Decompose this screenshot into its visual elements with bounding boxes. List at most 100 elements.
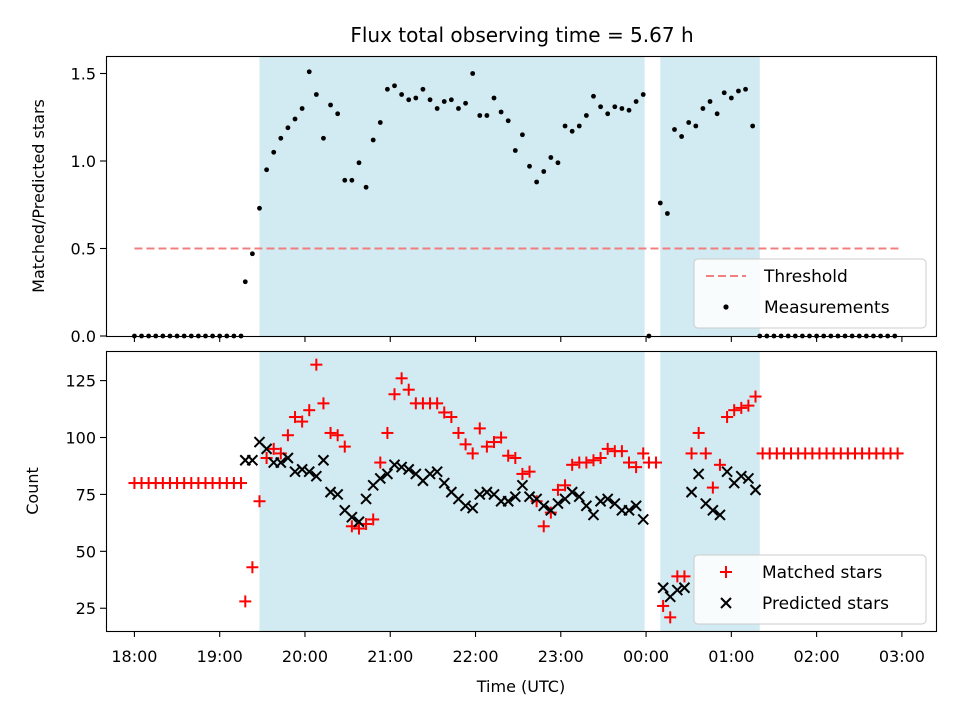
matched-star-marker xyxy=(742,399,755,412)
matched-star-marker xyxy=(685,447,698,460)
matched-star-marker xyxy=(310,358,323,371)
measurement-point xyxy=(413,95,419,101)
y-tick-label: 0.5 xyxy=(71,240,96,259)
y-tick-label: 100 xyxy=(65,429,96,448)
predicted-star-marker xyxy=(573,490,585,503)
measurement-point xyxy=(278,135,284,141)
predicted-star-marker xyxy=(516,479,529,492)
predicted-star-marker xyxy=(331,488,344,501)
predicted-star-marker xyxy=(474,488,486,501)
matched-star-marker xyxy=(445,411,458,424)
matched-star-marker xyxy=(274,447,287,460)
predicted-star-marker xyxy=(742,472,755,485)
matched-star-marker xyxy=(303,404,316,417)
measurement-point xyxy=(356,160,362,166)
shaded-interval xyxy=(259,56,645,336)
measurement-point xyxy=(491,95,497,101)
measurement-point xyxy=(399,92,405,97)
measurement-point xyxy=(456,106,461,111)
measurement-point xyxy=(470,71,476,76)
matched-star-marker xyxy=(728,404,741,417)
matched-star-marker xyxy=(235,477,248,490)
matched-star-marker xyxy=(388,388,401,401)
matched-star-marker xyxy=(345,520,358,533)
y-tick-label: 75 xyxy=(76,485,96,504)
matched-star-marker xyxy=(317,397,330,410)
measurement-point xyxy=(484,113,490,118)
matched-star-marker xyxy=(523,465,536,478)
predicted-star-marker xyxy=(324,486,337,498)
measurement-point xyxy=(664,211,670,216)
matched-star-marker xyxy=(713,458,726,471)
predicted-star-marker xyxy=(481,486,493,498)
top-legend-box xyxy=(693,258,927,329)
measurement-point xyxy=(363,184,369,190)
predicted-star-marker xyxy=(424,468,436,480)
measurement-point xyxy=(349,177,355,183)
y-tick-label: 25 xyxy=(76,599,96,618)
measurement-point xyxy=(686,120,692,125)
bottom-y-axis-label: Count xyxy=(23,467,42,515)
measurement-point xyxy=(463,100,468,106)
measurement-point xyxy=(576,123,582,129)
matched-star-marker xyxy=(537,520,550,533)
matched-star-marker xyxy=(459,438,472,451)
measurement-point xyxy=(562,123,568,129)
measurement-point xyxy=(541,169,547,174)
measurement-point xyxy=(714,111,720,117)
matched-star-marker xyxy=(466,447,479,460)
bottom-y-axis: 25 50 75 100 125 xyxy=(65,372,106,618)
measurement-point xyxy=(306,69,312,75)
top-legend: Threshold Measurements xyxy=(693,258,927,329)
predicted-star-marker xyxy=(353,516,365,528)
measurement-point xyxy=(321,135,326,141)
predicted-star-marker xyxy=(580,500,593,512)
matched-star-marker xyxy=(699,447,712,460)
measurement-point xyxy=(242,279,248,285)
matched-star-marker xyxy=(721,411,734,424)
measurement-point xyxy=(693,123,699,129)
matched-star-marker xyxy=(615,445,628,458)
measurement-point xyxy=(736,88,741,94)
measurement-point xyxy=(249,251,255,257)
top-plot-frame xyxy=(105,55,938,338)
measurement-point xyxy=(612,104,618,110)
bottom-x-axis: 18:00 19:00 20:00 21:00 22:00 23:00 00:00 01:00… xyxy=(111,631,925,666)
predicted-star-marker xyxy=(509,490,522,503)
x-tick-label: 01:00 xyxy=(708,647,754,666)
bottom-plot-frame xyxy=(105,350,938,633)
predicted-star-marker xyxy=(459,500,472,512)
top-plot-area: 0.0 0.5 1.0 1.5 xyxy=(71,55,938,346)
measurement-point xyxy=(605,111,611,117)
predicted-star-marker xyxy=(395,461,408,473)
legend-predicted-swatch xyxy=(720,597,732,609)
top-shaded-regions xyxy=(259,56,760,336)
measurement-point xyxy=(299,106,305,111)
bottom-x-axis-label: Time (UTC) xyxy=(476,677,565,696)
measurement-point xyxy=(434,106,440,111)
matched-star-marker xyxy=(395,372,408,385)
measurement-point xyxy=(640,92,646,97)
predicted-star-marker xyxy=(303,465,315,478)
predicted-stars-points xyxy=(239,436,762,603)
measurement-point xyxy=(743,86,748,92)
measurement-point xyxy=(335,111,341,117)
predicted-star-marker xyxy=(707,504,719,517)
measurement-points xyxy=(132,69,898,339)
legend-measurements-label: Measurements xyxy=(764,298,890,318)
measurement-point xyxy=(328,102,333,108)
predicted-star-marker xyxy=(671,584,684,596)
predicted-star-marker xyxy=(538,500,550,512)
legend-matched-label: Matched stars xyxy=(762,563,882,583)
matched-star-marker xyxy=(367,513,380,526)
legend-threshold-label: Threshold xyxy=(763,267,848,287)
matched-star-marker xyxy=(530,495,543,508)
predicted-star-marker xyxy=(360,493,372,505)
measurement-point xyxy=(534,179,540,185)
matched-star-marker xyxy=(438,406,451,419)
matched-star-marker xyxy=(650,456,663,469)
matched-star-marker xyxy=(551,483,564,496)
measurement-point xyxy=(591,93,596,99)
measurement-point xyxy=(527,163,532,169)
top-y-axis: 0.0 0.5 1.0 1.5 xyxy=(71,65,106,346)
